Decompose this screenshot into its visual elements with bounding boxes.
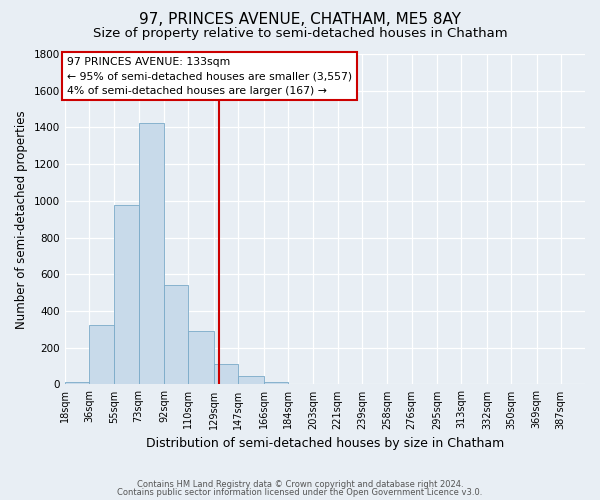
Bar [263, 382, 288, 384]
Bar [139, 123, 164, 384]
Text: Contains HM Land Registry data © Crown copyright and database right 2024.: Contains HM Land Registry data © Crown c… [137, 480, 463, 489]
Text: Contains public sector information licensed under the Open Government Licence v3: Contains public sector information licen… [118, 488, 482, 497]
X-axis label: Distribution of semi-detached houses by size in Chatham: Distribution of semi-detached houses by … [146, 437, 504, 450]
Bar [115, 204, 139, 384]
Bar [214, 364, 238, 384]
Text: Size of property relative to semi-detached houses in Chatham: Size of property relative to semi-detach… [92, 28, 508, 40]
Bar [89, 325, 115, 384]
Y-axis label: Number of semi-detached properties: Number of semi-detached properties [15, 110, 28, 328]
Bar [164, 286, 188, 384]
Text: 97 PRINCES AVENUE: 133sqm
← 95% of semi-detached houses are smaller (3,557)
4% o: 97 PRINCES AVENUE: 133sqm ← 95% of semi-… [67, 57, 352, 96]
Bar [188, 331, 214, 384]
Bar [238, 376, 263, 384]
Bar [65, 382, 89, 384]
Text: 97, PRINCES AVENUE, CHATHAM, ME5 8AY: 97, PRINCES AVENUE, CHATHAM, ME5 8AY [139, 12, 461, 28]
